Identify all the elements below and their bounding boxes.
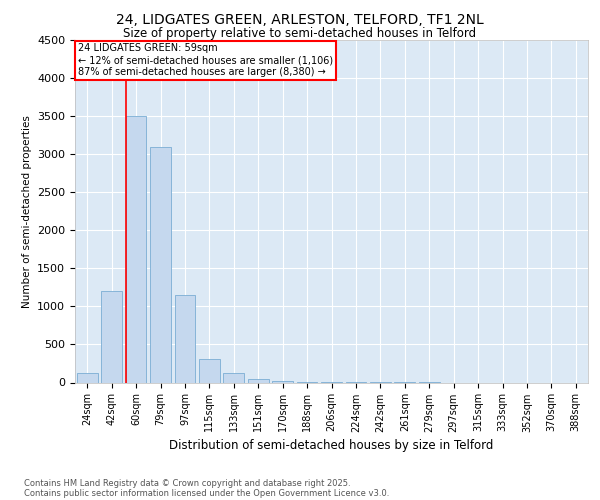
Bar [248, 378, 269, 382]
X-axis label: Distribution of semi-detached houses by size in Telford: Distribution of semi-detached houses by … [169, 438, 494, 452]
Bar [77, 374, 98, 382]
Text: 24, LIDGATES GREEN, ARLESTON, TELFORD, TF1 2NL: 24, LIDGATES GREEN, ARLESTON, TELFORD, T… [116, 12, 484, 26]
Bar [125, 116, 146, 382]
Text: Size of property relative to semi-detached houses in Telford: Size of property relative to semi-detach… [124, 28, 476, 40]
Bar [223, 374, 244, 382]
Bar [199, 359, 220, 382]
Bar [175, 295, 196, 382]
Y-axis label: Number of semi-detached properties: Number of semi-detached properties [22, 115, 32, 308]
Bar [150, 146, 171, 382]
Bar [272, 381, 293, 382]
Bar [101, 291, 122, 382]
Text: 24 LIDGATES GREEN: 59sqm
← 12% of semi-detached houses are smaller (1,106)
87% o: 24 LIDGATES GREEN: 59sqm ← 12% of semi-d… [77, 44, 332, 76]
Text: Contains HM Land Registry data © Crown copyright and database right 2025.: Contains HM Land Registry data © Crown c… [24, 478, 350, 488]
Text: Contains public sector information licensed under the Open Government Licence v3: Contains public sector information licen… [24, 488, 389, 498]
